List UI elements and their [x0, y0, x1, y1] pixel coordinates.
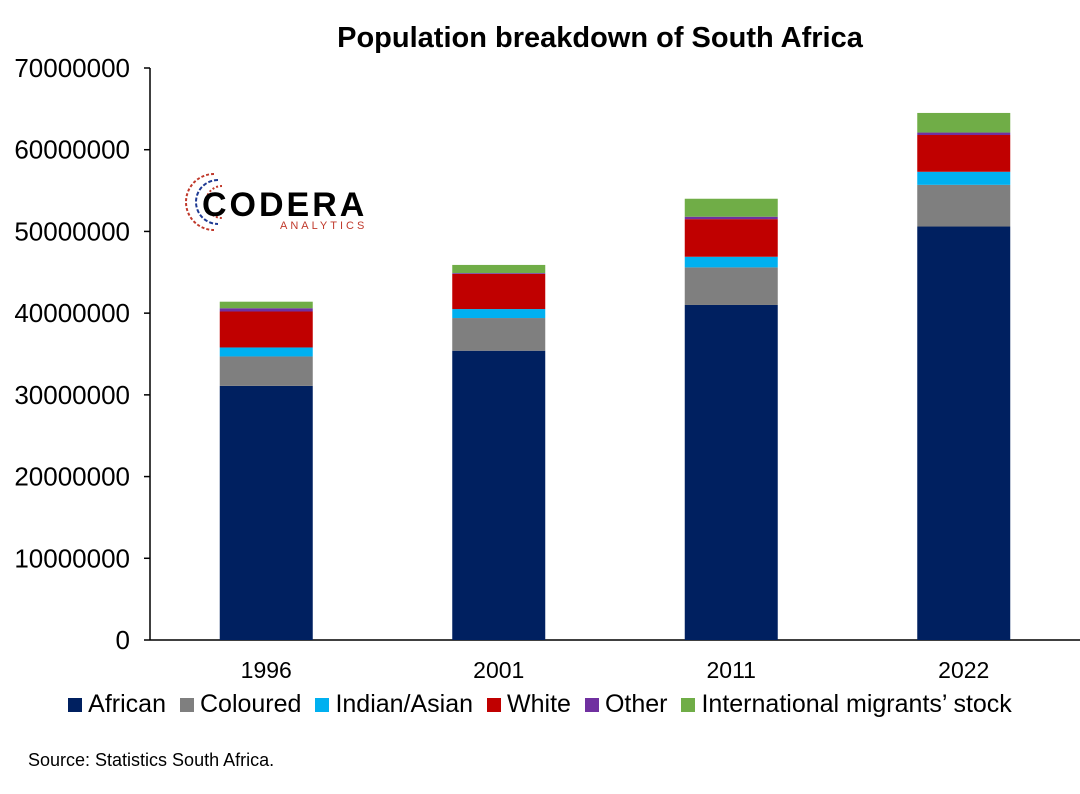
x-tick-label: 2011 [707, 657, 756, 683]
legend-swatch [68, 697, 83, 712]
y-tick-label: 60000000 [14, 135, 130, 165]
legend-item: Other [584, 690, 668, 719]
legend-label: Other [604, 690, 668, 718]
x-tick-label: 1996 [241, 657, 292, 683]
y-tick-label: 50000000 [14, 216, 130, 246]
codera-logo: CODERA ANALYTICS [184, 168, 384, 238]
legend: African Coloured Indian/Asian White Other Int… [0, 690, 1080, 719]
legend-item: Indian/Asian [315, 690, 473, 719]
legend-item: Coloured [179, 690, 302, 719]
bar-2022-african [917, 226, 1011, 641]
y-tick-label: 20000000 [14, 462, 130, 492]
source-note: Source: Statistics South Africa. [28, 750, 275, 770]
bar-2001-african [452, 350, 546, 640]
legend-label: Indian/Asian [335, 690, 474, 718]
bar-1996-other [219, 308, 313, 312]
legend-label: African [88, 690, 166, 718]
legend-swatch [487, 697, 502, 712]
logo-subtitle: ANALYTICS [280, 220, 368, 232]
x-tick-label: 2001 [473, 657, 524, 683]
chart-title: Population breakdown of South Africa [337, 22, 863, 54]
y-tick-label: 10000000 [14, 543, 130, 573]
bar-2001-coloured [452, 318, 546, 351]
legend-swatch [315, 697, 330, 712]
legend-swatch [681, 697, 696, 712]
codera-circuit-icon [185, 173, 223, 231]
bar-2022-indian-asian [917, 171, 1011, 185]
logo-wordmark: CODERA [202, 186, 368, 224]
bar-2011-other [684, 216, 778, 220]
bar-1996-international-migrants-stock [219, 301, 313, 309]
x-tick-label: 2022 [938, 657, 989, 683]
bar-1996-african [219, 385, 313, 640]
bar-2011-african [684, 304, 778, 640]
legend-label: White [507, 690, 571, 718]
legend-swatch [584, 697, 599, 712]
bar-2022-other [917, 132, 1011, 136]
legend-label: International migrants’ stock [701, 690, 1012, 718]
legend-label: Coloured [199, 690, 302, 718]
legend-item: White [487, 690, 571, 719]
bar-2011-coloured [684, 267, 778, 305]
legend-item: International migrants’ stock [681, 690, 1012, 719]
bar-2011-international-migrants-stock [684, 198, 778, 217]
bar-2001-white [452, 273, 546, 310]
legend-swatch [179, 697, 194, 712]
y-tick-label: 0 [116, 625, 130, 655]
bar-2001-other [452, 273, 546, 274]
bar-2011-white [684, 219, 778, 257]
legend-item: African [68, 690, 166, 719]
y-tick-label: 40000000 [14, 298, 130, 328]
bar-1996-white [219, 311, 313, 348]
bar-1996-coloured [219, 356, 313, 386]
y-tick-label: 70000000 [14, 53, 130, 83]
y-tick-label: 30000000 [14, 380, 130, 410]
bar-2022-international-migrants-stock [917, 112, 1011, 133]
bar-2001-indian-asian [452, 309, 546, 319]
bar-2022-coloured [917, 184, 1011, 227]
bar-2011-indian-asian [684, 256, 778, 268]
bar-1996-indian-asian [219, 347, 313, 357]
bar-2001-international-migrants-stock [452, 264, 546, 274]
bar-2022-white [917, 135, 1011, 172]
